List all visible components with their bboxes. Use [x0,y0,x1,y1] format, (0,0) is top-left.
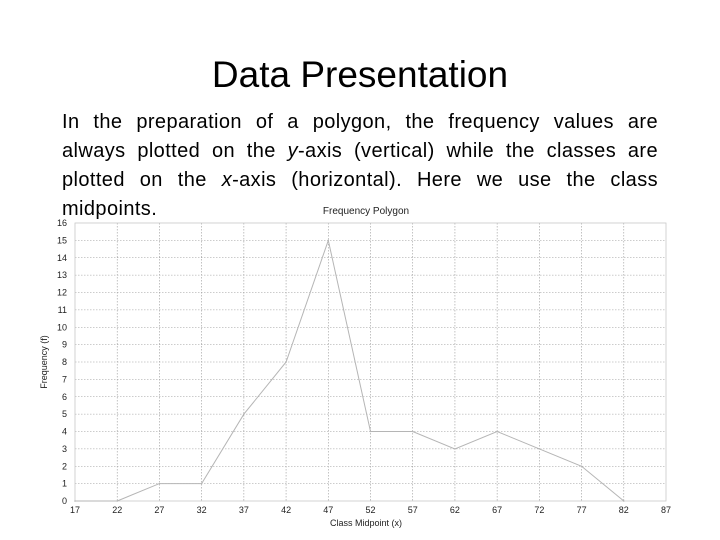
data-point [327,239,330,242]
data-point [622,500,625,502]
body-text-part-2: -axis (vertical) while the classes are p… [62,140,658,191]
y-tick-label: 10 [57,322,67,332]
x-tick-label: 47 [323,505,333,515]
y-tick-label: 3 [62,444,67,454]
x-tick-label: 42 [281,505,291,515]
x-tick-label: 82 [619,505,629,515]
y-tick-label: 11 [58,305,67,315]
x-tick-label: 67 [492,505,502,515]
x-tick-label: 22 [112,505,122,515]
y-tick-label: 8 [62,357,67,367]
x-tick-label: 57 [408,505,418,515]
chart-series [74,238,625,502]
y-tick-label: 12 [57,288,67,298]
y-tick-label: 0 [62,496,67,506]
data-point [116,500,119,502]
x-tick-label: 52 [365,505,375,515]
body-text-part-1: In the preparation of a polygon, the fre… [62,111,658,162]
data-point [538,448,541,450]
chart-axes [74,222,667,502]
x-tick-label: 32 [197,505,207,515]
body-x-axis-term: x [221,169,233,191]
y-tick-label: 7 [62,374,67,384]
data-point [496,430,498,433]
y-tick-label: 13 [57,270,67,280]
x-tick-label: 27 [154,505,164,515]
frequency-polygon-line [75,238,625,502]
y-tick-label: 9 [62,340,67,350]
data-point [580,465,583,468]
data-point [411,430,414,433]
data-point [158,482,161,485]
x-tick-label: 37 [239,505,249,515]
x-tick-label: 77 [577,505,587,515]
x-tick-label: 72 [534,505,544,515]
data-point [454,448,456,450]
chart-grid [75,223,666,501]
y-tick-label: 15 [57,235,67,245]
x-tick-label: 17 [70,505,80,515]
data-point [200,482,203,485]
x-axis-label: Class Midpoint (x) [330,518,402,528]
y-tick-label: 6 [62,392,67,402]
data-point [243,413,245,415]
y-tick-label: 4 [62,427,67,437]
x-tick-label: 87 [661,505,671,515]
x-tick-label: 62 [450,505,460,515]
slide-body-text: In the preparation of a polygon, the fre… [62,108,658,224]
data-point [369,430,372,433]
body-text-part-3: -axis (horizontal). Here we use the clas… [62,169,658,220]
data-point [74,500,76,502]
body-y-axis-term: y [287,140,298,162]
y-tick-label: 2 [62,461,67,471]
y-tick-label: 1 [62,479,67,489]
y-tick-label: 5 [62,409,67,419]
plot-area-frame [74,222,667,502]
y-axis-label: Frequency (f) [39,335,49,389]
y-tick-label: 14 [57,253,67,263]
data-point [285,361,287,363]
slide-title: Data Presentation [211,54,509,95]
